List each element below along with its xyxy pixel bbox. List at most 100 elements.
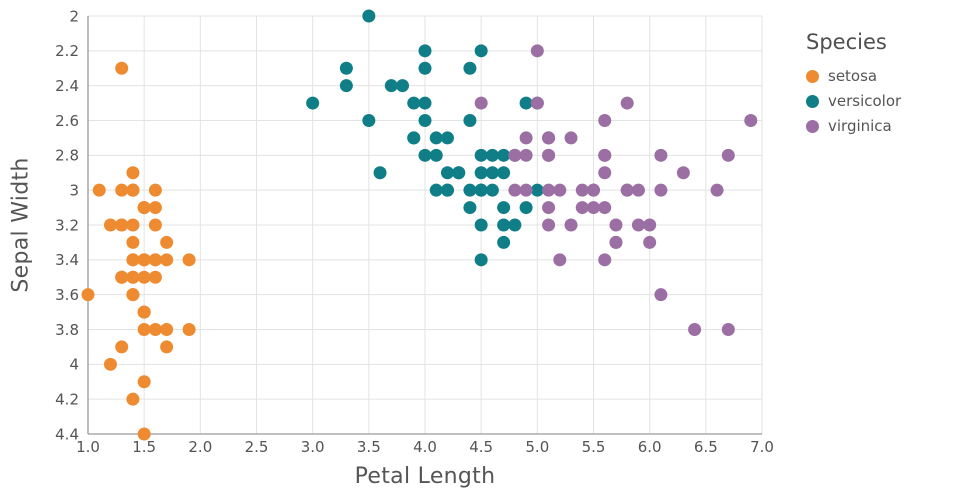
point-versicolor[interactable]: [339, 61, 353, 75]
point-setosa[interactable]: [148, 323, 162, 336]
point-versicolor[interactable]: [440, 183, 454, 197]
point-versicolor[interactable]: [508, 218, 522, 232]
point-virginica[interactable]: [542, 201, 556, 215]
point-virginica[interactable]: [587, 183, 600, 197]
point-versicolor[interactable]: [474, 218, 488, 232]
point-setosa[interactable]: [182, 323, 196, 336]
point-versicolor[interactable]: [519, 96, 533, 110]
point-versicolor[interactable]: [362, 9, 376, 23]
point-virginica[interactable]: [609, 235, 623, 249]
point-versicolor[interactable]: [373, 166, 387, 180]
point-virginica[interactable]: [643, 235, 657, 249]
point-setosa[interactable]: [103, 218, 117, 232]
point-setosa[interactable]: [115, 270, 129, 284]
point-versicolor[interactable]: [440, 131, 454, 145]
point-setosa[interactable]: [148, 270, 162, 284]
point-setosa[interactable]: [148, 218, 162, 232]
point-versicolor[interactable]: [474, 148, 488, 162]
point-versicolor[interactable]: [474, 44, 488, 58]
point-virginica[interactable]: [654, 288, 668, 302]
legend-item-virginica[interactable]: virginica: [806, 117, 956, 135]
point-virginica[interactable]: [530, 96, 544, 110]
point-versicolor[interactable]: [452, 166, 466, 180]
point-setosa[interactable]: [137, 323, 151, 336]
point-virginica[interactable]: [519, 148, 533, 162]
point-virginica[interactable]: [654, 148, 668, 162]
point-versicolor[interactable]: [485, 183, 499, 197]
point-virginica[interactable]: [519, 131, 533, 145]
point-virginica[interactable]: [654, 183, 668, 197]
point-versicolor[interactable]: [418, 44, 432, 58]
point-setosa[interactable]: [137, 201, 151, 215]
point-versicolor[interactable]: [384, 79, 398, 93]
point-versicolor[interactable]: [306, 96, 320, 110]
point-setosa[interactable]: [160, 235, 174, 249]
point-virginica[interactable]: [721, 323, 735, 336]
point-setosa[interactable]: [126, 183, 140, 197]
point-virginica[interactable]: [598, 166, 612, 180]
plot-area[interactable]: 2 2.2 2.4 2.6 2.8 3 3.2 3.4 3.6 3.8 4 4.2 4.41.0 1.5 2…: [0, 0, 800, 465]
point-virginica[interactable]: [744, 114, 758, 127]
point-virginica[interactable]: [598, 148, 612, 162]
point-virginica[interactable]: [553, 183, 567, 197]
point-versicolor[interactable]: [474, 166, 488, 180]
point-virginica[interactable]: [530, 44, 544, 58]
point-virginica[interactable]: [542, 183, 556, 197]
point-versicolor[interactable]: [463, 183, 477, 197]
point-versicolor[interactable]: [362, 114, 376, 127]
point-setosa[interactable]: [148, 253, 162, 267]
point-versicolor[interactable]: [497, 218, 511, 232]
point-virginica[interactable]: [542, 131, 556, 145]
point-virginica[interactable]: [542, 218, 556, 232]
point-setosa[interactable]: [148, 183, 162, 197]
legend-item-setosa[interactable]: setosa: [806, 67, 956, 85]
point-virginica[interactable]: [676, 166, 690, 180]
legend-item-versicolor[interactable]: versicolor: [806, 92, 956, 110]
point-virginica[interactable]: [575, 183, 589, 197]
point-setosa[interactable]: [126, 166, 140, 180]
point-versicolor[interactable]: [418, 114, 432, 127]
point-virginica[interactable]: [643, 218, 657, 232]
point-versicolor[interactable]: [418, 61, 432, 75]
point-versicolor[interactable]: [497, 166, 511, 180]
point-virginica[interactable]: [631, 183, 645, 197]
point-setosa[interactable]: [137, 375, 151, 389]
point-versicolor[interactable]: [463, 114, 477, 127]
point-versicolor[interactable]: [463, 61, 477, 75]
point-versicolor[interactable]: [396, 79, 410, 93]
point-virginica[interactable]: [620, 183, 634, 197]
point-setosa[interactable]: [137, 270, 151, 284]
point-virginica[interactable]: [575, 201, 589, 215]
point-virginica[interactable]: [609, 218, 623, 232]
point-versicolor[interactable]: [339, 79, 353, 93]
point-virginica[interactable]: [688, 323, 702, 336]
point-setosa[interactable]: [126, 218, 140, 232]
point-versicolor[interactable]: [418, 96, 432, 110]
point-virginica[interactable]: [620, 96, 634, 110]
point-setosa[interactable]: [160, 253, 174, 267]
point-virginica[interactable]: [519, 183, 533, 197]
point-virginica[interactable]: [631, 218, 645, 232]
point-setosa[interactable]: [160, 323, 174, 336]
point-setosa[interactable]: [103, 357, 117, 371]
point-versicolor[interactable]: [418, 148, 432, 162]
point-setosa[interactable]: [115, 218, 129, 232]
point-virginica[interactable]: [710, 183, 724, 197]
point-versicolor[interactable]: [485, 148, 499, 162]
point-setosa[interactable]: [137, 305, 151, 319]
point-setosa[interactable]: [148, 201, 162, 215]
point-versicolor[interactable]: [519, 201, 533, 215]
point-versicolor[interactable]: [497, 148, 511, 162]
point-versicolor[interactable]: [429, 131, 443, 145]
point-setosa[interactable]: [160, 340, 174, 354]
point-versicolor[interactable]: [485, 166, 499, 180]
point-setosa[interactable]: [115, 183, 129, 197]
point-setosa[interactable]: [126, 288, 140, 302]
point-versicolor[interactable]: [407, 131, 421, 145]
point-setosa[interactable]: [126, 270, 140, 284]
point-versicolor[interactable]: [429, 148, 443, 162]
point-setosa[interactable]: [81, 288, 95, 302]
point-setosa[interactable]: [137, 253, 151, 267]
point-virginica[interactable]: [474, 96, 488, 110]
point-virginica[interactable]: [508, 183, 522, 197]
